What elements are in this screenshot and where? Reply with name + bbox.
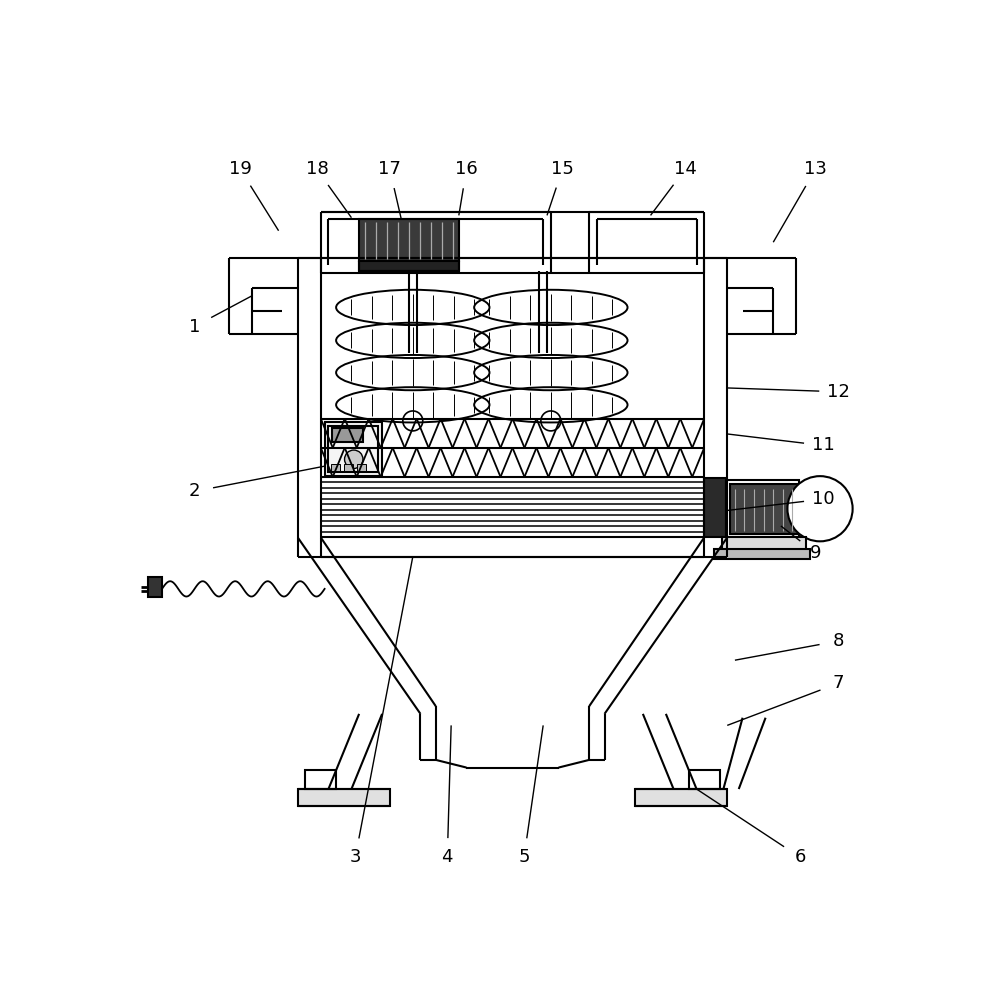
Text: 14: 14 <box>674 160 696 178</box>
Text: 16: 16 <box>455 160 478 178</box>
Text: 10: 10 <box>812 490 834 508</box>
Bar <box>305 770 336 789</box>
Circle shape <box>787 476 853 542</box>
Text: 1: 1 <box>189 318 200 336</box>
Text: 5: 5 <box>518 849 530 867</box>
Text: 13: 13 <box>804 160 827 178</box>
Bar <box>331 464 340 471</box>
Text: 6: 6 <box>794 849 806 867</box>
Bar <box>148 578 162 597</box>
Text: 9: 9 <box>810 544 821 562</box>
Bar <box>714 549 810 559</box>
Bar <box>328 426 378 472</box>
Text: 12: 12 <box>827 382 850 400</box>
Bar <box>359 261 459 271</box>
Bar <box>359 219 459 261</box>
Circle shape <box>345 450 363 468</box>
Bar <box>726 480 799 538</box>
Bar <box>730 484 799 534</box>
Text: 3: 3 <box>350 849 361 867</box>
Bar <box>635 789 727 806</box>
Text: 19: 19 <box>229 160 252 178</box>
Bar <box>722 538 806 552</box>
Text: 15: 15 <box>551 160 574 178</box>
Bar <box>332 428 363 441</box>
Text: 18: 18 <box>306 160 328 178</box>
Bar <box>344 464 353 471</box>
Bar <box>298 789 390 806</box>
Text: 11: 11 <box>812 436 834 454</box>
Bar <box>357 464 366 471</box>
Text: 4: 4 <box>442 849 453 867</box>
Bar <box>689 770 720 789</box>
Text: 17: 17 <box>378 160 401 178</box>
Bar <box>325 422 382 476</box>
Bar <box>704 478 726 538</box>
Text: 2: 2 <box>188 482 200 500</box>
Text: 7: 7 <box>833 674 844 692</box>
Text: 8: 8 <box>833 632 844 650</box>
